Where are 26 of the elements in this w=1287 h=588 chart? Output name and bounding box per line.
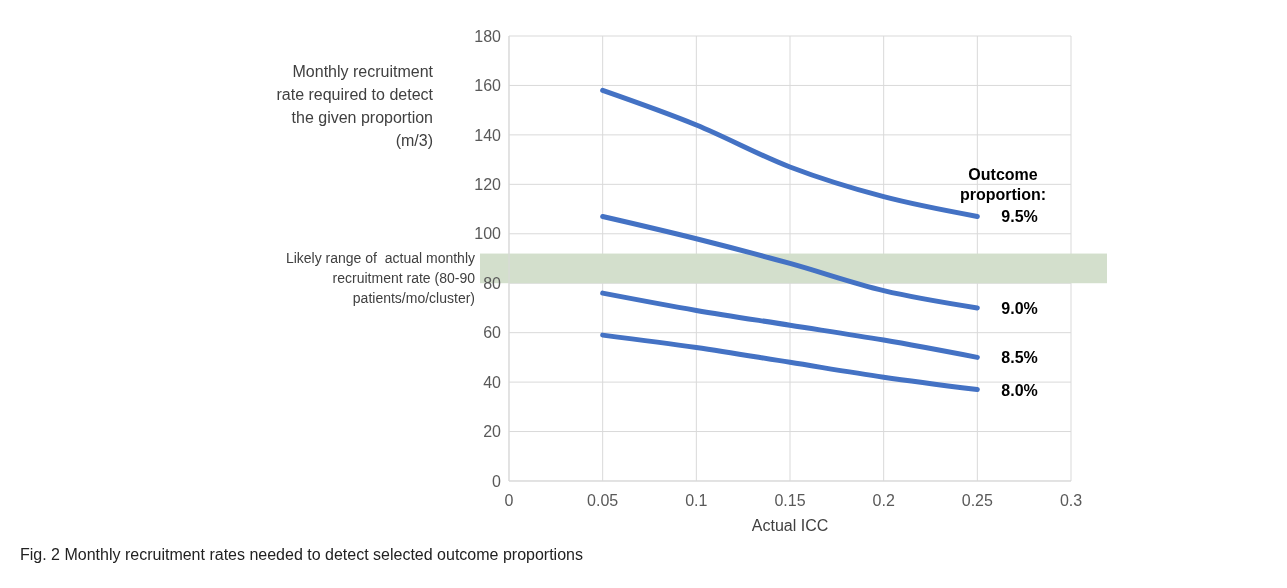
band-label: Likely range of actual monthly recruitment rate (80-90 patients/mo/cluster) bbox=[284, 248, 475, 308]
series-label: 8.5% bbox=[1001, 349, 1038, 367]
y-tick-label: 0 bbox=[492, 472, 502, 490]
y-tick-label: 160 bbox=[474, 77, 502, 95]
x-tick-label: 0.3 bbox=[1059, 492, 1083, 510]
x-tick-label: 0.2 bbox=[872, 492, 895, 510]
y-tick-label: 120 bbox=[474, 176, 502, 194]
legend-title: Outcome proportion: bbox=[958, 165, 1048, 205]
series-label: 9.0% bbox=[1001, 299, 1038, 317]
y-tick-label: 100 bbox=[474, 225, 502, 243]
x-tick-label: 0.25 bbox=[961, 492, 994, 510]
series-label: 9.5% bbox=[1001, 208, 1038, 226]
y-tick-label: 180 bbox=[474, 27, 502, 45]
x-tick-label: 0.1 bbox=[685, 492, 708, 510]
caption: Fig. 2 Monthly recruitment rates needed to detect selected outcome proportions bbox=[20, 546, 583, 564]
x-tick-label: 0.15 bbox=[774, 492, 806, 510]
x-axis-title: Actual ICC bbox=[751, 517, 829, 534]
y-tick-label: 60 bbox=[483, 324, 502, 342]
y-tick-label: 140 bbox=[474, 126, 502, 144]
x-tick-label: 0 bbox=[504, 492, 514, 510]
y-tick-label: 40 bbox=[483, 373, 502, 391]
series-label: 8.0% bbox=[1001, 381, 1038, 399]
y-tick-label: 20 bbox=[483, 423, 502, 441]
y-tick-label: 80 bbox=[483, 274, 502, 292]
y-axis-title: Monthly recruitment rate required to detect the given proportion (m/3) bbox=[275, 62, 433, 151]
x-tick-label: 0.05 bbox=[587, 492, 619, 510]
